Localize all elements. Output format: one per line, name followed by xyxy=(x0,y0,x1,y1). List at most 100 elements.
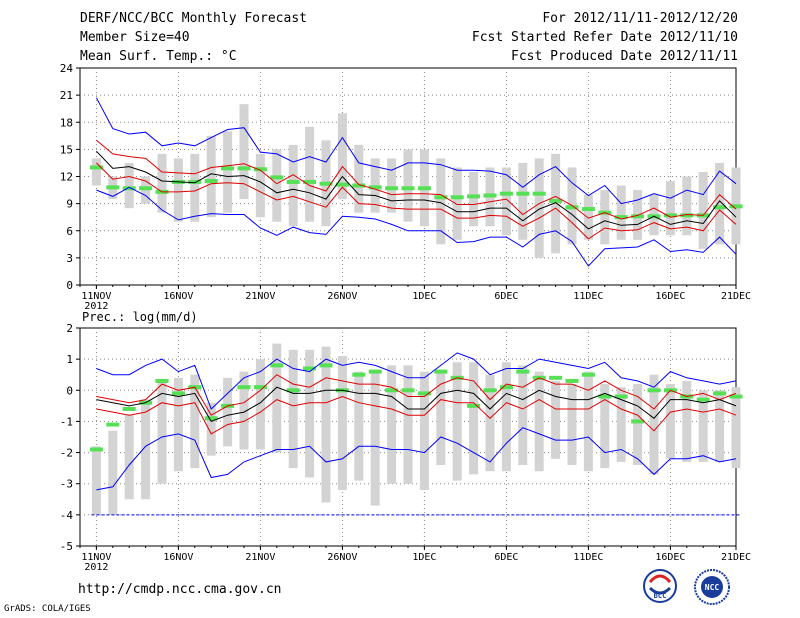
prec-range-box xyxy=(698,390,708,462)
source-url[interactable]: http://cmdp.ncc.cma.gov.cn xyxy=(78,582,282,597)
temp-range-box xyxy=(387,158,397,213)
temp-xtick-label: 16NOV xyxy=(163,291,193,302)
prec-range-box xyxy=(649,374,659,475)
forecast-period: For 2012/11/11-2012/12/20 xyxy=(542,11,738,26)
prec-range-box xyxy=(485,374,495,472)
prec-range-box xyxy=(534,371,544,472)
temp-xtick-label: 1DEC xyxy=(412,291,436,302)
prec-range-box xyxy=(583,371,593,472)
temp-xtick-label: 11NOV xyxy=(81,291,111,302)
temp-range-box xyxy=(354,144,364,213)
temp-range-box xyxy=(124,162,134,209)
grads-credit: GrADS: COLA/IGES xyxy=(4,604,91,614)
temp-clim-mark xyxy=(188,179,202,184)
prec-clim-mark xyxy=(565,378,579,383)
prec-clim-mark xyxy=(499,385,513,390)
prec-clim-mark xyxy=(614,394,628,399)
temp-clim-mark xyxy=(565,205,579,210)
variable-label: Mean Surf. Temp.: °C xyxy=(80,49,237,64)
prec-min-line xyxy=(96,427,737,491)
prec-clim-mark xyxy=(303,366,317,371)
header-left: DERF/NCC/BCC Monthly Forecast Member Siz… xyxy=(80,9,307,66)
prec-ytick-label: -3 xyxy=(60,478,73,491)
bcc-logo-text: BCC xyxy=(654,592,667,600)
prec-range-box xyxy=(91,446,101,515)
temp-clim-mark xyxy=(450,195,464,200)
prec-clim-mark xyxy=(713,391,727,396)
prec-xtick-label: 16NOV xyxy=(163,552,193,563)
chart-title: DERF/NCC/BCC Monthly Forecast xyxy=(80,11,307,26)
prec-clim-mark xyxy=(549,375,563,380)
temp-clim-mark xyxy=(581,207,595,212)
prec-clim-mark xyxy=(631,419,645,424)
temp-median-line xyxy=(96,150,737,230)
prec-range-box xyxy=(501,362,511,472)
prec-range-box xyxy=(108,430,118,515)
bcc-logo: BCC xyxy=(643,569,677,603)
temp-ytick-label: 15 xyxy=(60,143,73,156)
prec-clim-mark xyxy=(122,406,136,411)
temp-clim-mark xyxy=(614,215,628,220)
temp-clim-mark xyxy=(368,185,382,190)
prec-range-box xyxy=(731,387,741,469)
temp-clim-mark xyxy=(253,167,267,172)
temp-clim-mark xyxy=(335,182,349,187)
prec-xtick-label: 26NOV xyxy=(327,552,357,563)
temp-range-box xyxy=(518,162,528,240)
prec-clim-mark xyxy=(434,369,448,374)
prec-clim-mark xyxy=(286,388,300,393)
temp-clim-mark xyxy=(221,166,235,171)
temp-range-box xyxy=(173,158,183,222)
temp-range-box xyxy=(305,126,315,222)
temp-ytick-label: 18 xyxy=(60,116,73,129)
prec-clim-mark xyxy=(467,403,481,408)
prec-clim-mark xyxy=(237,385,251,390)
prec-clim-mark xyxy=(368,369,382,374)
temp-min-line xyxy=(96,186,737,267)
prec-range-box xyxy=(255,359,265,450)
temp-range-box xyxy=(583,194,593,240)
temp-range-box xyxy=(698,171,708,249)
prec-range-box xyxy=(518,365,528,466)
temp-max-line xyxy=(95,97,737,205)
temp-range-box xyxy=(190,153,200,222)
temp-clim-mark xyxy=(417,186,431,191)
temp-range-box xyxy=(223,131,233,213)
prec-clim-mark xyxy=(729,394,743,399)
prec-clim-mark xyxy=(155,378,169,383)
prec-xtick-label: 11NOV xyxy=(81,552,111,563)
temp-xtick-label: 26NOV xyxy=(327,291,357,302)
temp-xtick-label: 21NOV xyxy=(245,291,275,302)
prec-range-box xyxy=(665,384,675,459)
prec-range-box xyxy=(173,377,183,472)
prec-ytick-label: 0 xyxy=(66,384,73,397)
prec-xtick-year: 2012 xyxy=(84,562,108,573)
temp-ytick-label: 21 xyxy=(60,89,73,102)
forecast-start-date: Fcst Started Refer Date 2012/11/10 xyxy=(471,30,738,45)
forecast-produced-date: Fcst Produced Date 2012/11/11 xyxy=(511,49,738,64)
temp-clim-mark xyxy=(122,186,136,191)
temp-ytick-label: 12 xyxy=(60,171,73,184)
prec-ytick-label: 1 xyxy=(66,353,73,366)
temp-range-box xyxy=(239,104,249,200)
temp-clim-mark xyxy=(319,181,333,186)
prec-range-box xyxy=(223,377,233,447)
prec-range-box xyxy=(141,399,151,500)
temp-range-box xyxy=(665,181,675,236)
prec-range-box xyxy=(551,380,561,459)
prec-clim-mark xyxy=(352,372,366,377)
temp-range-box xyxy=(501,167,511,236)
temp-range-box xyxy=(91,158,101,186)
prec-max-line xyxy=(96,352,737,410)
temp-p75-line xyxy=(96,139,737,220)
temp-ytick-label: 6 xyxy=(66,225,73,238)
prec-clim-mark xyxy=(106,422,120,427)
prec-range-box xyxy=(419,371,429,490)
prec-range-box xyxy=(436,371,446,466)
temp-clim-mark xyxy=(467,194,481,199)
prec-ytick-label: -2 xyxy=(60,447,73,460)
ncc-logo-text: NCC xyxy=(705,583,720,592)
ncc-logo: NCC xyxy=(694,569,730,605)
temp-range-box xyxy=(403,149,413,222)
prec-ytick-label: 2 xyxy=(66,322,73,335)
